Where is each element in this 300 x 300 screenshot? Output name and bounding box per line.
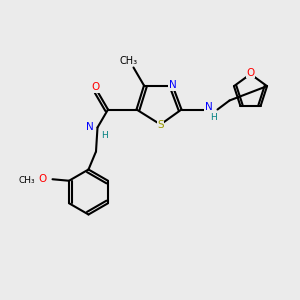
Text: CH₃: CH₃ [19,176,35,184]
Text: H: H [102,130,108,140]
Text: O: O [38,174,46,184]
Text: CH₃: CH₃ [120,56,138,66]
Text: N: N [169,80,176,91]
Text: N: N [86,122,94,133]
Text: O: O [246,68,255,78]
Text: S: S [157,119,164,130]
Text: H: H [210,113,216,122]
Text: O: O [92,82,100,92]
Text: N: N [205,101,212,112]
